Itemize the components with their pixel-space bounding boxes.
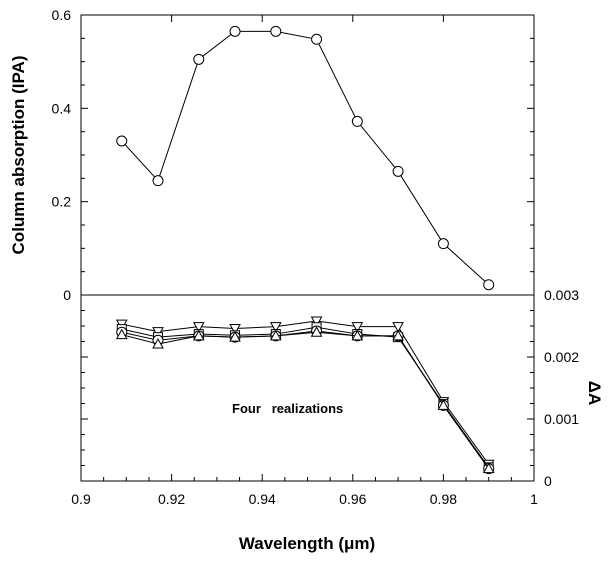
- top-y-axis-title: Column absorption (IPA): [9, 56, 28, 255]
- x-tick-label: 0.92: [158, 491, 185, 507]
- x-tick-label: 1: [530, 491, 538, 507]
- data-point-circle: [152, 175, 164, 187]
- data-point-triangle-down: [351, 322, 364, 333]
- data-point-circle: [116, 135, 128, 147]
- data-point-triangle-up: [310, 326, 323, 337]
- data-point-triangle-up: [152, 337, 164, 349]
- four-realizations-annotation: Four realizations: [232, 401, 343, 416]
- realization-circle-line: [121, 330, 490, 469]
- bottom-y-axis-title: ΔA: [585, 381, 604, 406]
- data-point-triangle-down: [192, 322, 205, 333]
- data-point-circle: [392, 165, 404, 177]
- top-y-tick-label: 0.2: [52, 194, 72, 210]
- realization-triangle-up-line: [121, 331, 490, 469]
- data-point-triangle-up: [437, 399, 450, 410]
- bottom-y-tick-label: 0.003: [544, 287, 579, 303]
- data-point-triangle-up: [482, 462, 495, 474]
- data-point-circle: [483, 279, 495, 291]
- data-point-circle: [229, 25, 241, 37]
- data-point-circle: [311, 33, 323, 45]
- bottom-y-tick-label: 0.002: [544, 349, 579, 365]
- bottom-y-tick-label: 0.001: [544, 411, 579, 427]
- x-axis-title: Wavelength (μm): [239, 534, 375, 553]
- bottom-y-tick-label: 0: [544, 473, 552, 489]
- data-point-circle: [437, 238, 449, 250]
- top-y-tick-label: 0: [63, 287, 71, 303]
- data-point-triangle-up: [351, 329, 364, 341]
- data-point-circle: [270, 25, 282, 37]
- x-tick-label: 0.9: [71, 491, 91, 507]
- data-point-triangle-down: [229, 323, 241, 335]
- x-tick-label: 0.94: [249, 491, 276, 507]
- data-point-circle: [193, 53, 205, 65]
- top-y-tick-label: 0.4: [52, 100, 72, 116]
- top-series-0-line: [121, 30, 490, 286]
- x-tick-label: 0.96: [339, 491, 366, 507]
- realization-triangle-down-line: [121, 320, 490, 465]
- data-point-triangle-down: [269, 322, 282, 333]
- data-point-circle: [351, 115, 363, 127]
- realization-square-line: [121, 326, 490, 468]
- data-point-triangle-down: [310, 316, 323, 328]
- data-point-triangle-down: [152, 327, 164, 338]
- data-point-triangle-up: [192, 329, 205, 341]
- data-point-triangle-up: [115, 328, 128, 340]
- data-point-triangle-up: [269, 329, 282, 341]
- x-tick-label: 0.98: [430, 491, 457, 507]
- data-point-triangle-up: [229, 331, 241, 342]
- data-point-triangle-down: [392, 322, 404, 333]
- top-y-tick-label: 0.6: [52, 7, 72, 23]
- data-point-triangle-up: [392, 329, 404, 341]
